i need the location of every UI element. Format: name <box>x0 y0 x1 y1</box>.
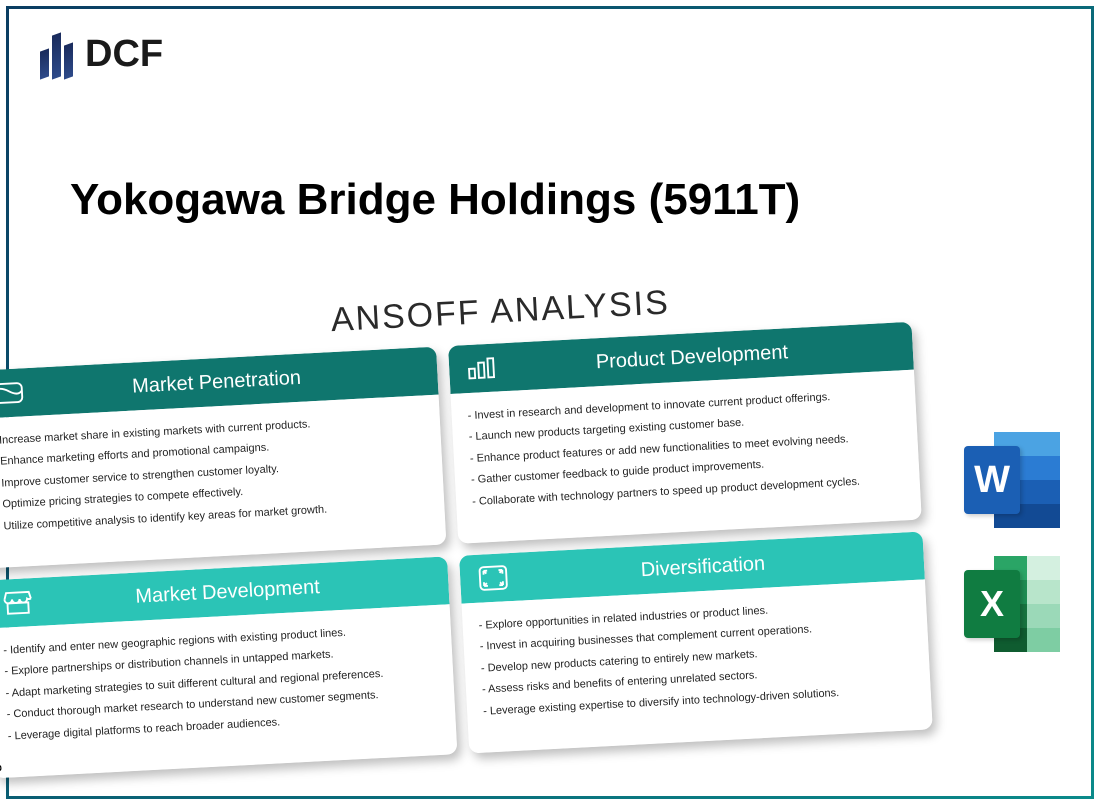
expand-icon <box>476 563 511 593</box>
side-axis-label: sting Markets <box>0 711 2 795</box>
storefront-icon <box>0 588 35 618</box>
quadrant-market-penetration: Market Penetration - Increase market sha… <box>0 347 446 569</box>
quadrant-body: - Increase market share in existing mark… <box>0 395 446 569</box>
quadrant-title: Market Development <box>52 570 433 613</box>
quadrant-body: - Invest in research and development to … <box>451 370 922 544</box>
ansoff-grid: Market Penetration - Increase market sha… <box>0 322 933 779</box>
bar-chart-icon <box>465 353 500 383</box>
quadrant-body: - Explore opportunities in related indus… <box>462 579 933 753</box>
page-title: Yokogawa Bridge Holdings (5911T) <box>70 175 800 225</box>
quadrant-body: - Identify and enter new geographic regi… <box>0 604 457 778</box>
word-letter: W <box>964 446 1020 514</box>
app-icons-group: W X <box>964 432 1060 652</box>
quadrant-title: Diversification <box>528 545 909 588</box>
quadrant-market-development: Market Development - Identify and enter … <box>0 556 457 778</box>
ansoff-matrix: ANSOFF ANALYSIS Market Penetration - Inc… <box>0 271 933 779</box>
quadrant-title: Product Development <box>517 335 898 378</box>
logo: DCF <box>40 30 163 78</box>
logo-bars-icon <box>40 30 73 78</box>
quadrant-title: Market Penetration <box>41 360 422 403</box>
excel-icon[interactable]: X <box>964 556 1060 652</box>
excel-letter: X <box>964 570 1020 638</box>
wallet-icon <box>0 378 25 408</box>
word-icon[interactable]: W <box>964 432 1060 528</box>
logo-text: DCF <box>85 33 163 76</box>
quadrant-diversification: Diversification - Explore opportunities … <box>459 531 933 753</box>
quadrant-product-development: Product Development - Invest in research… <box>448 322 922 544</box>
